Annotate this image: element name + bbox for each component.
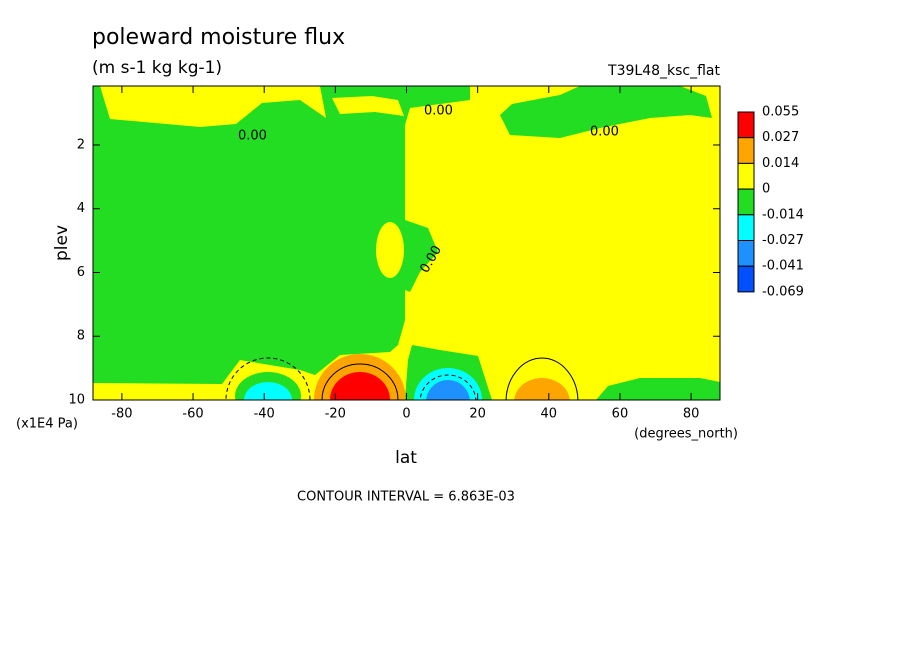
y-tick-label: 4 (77, 201, 85, 216)
colorbar-label: -0.027 (762, 233, 804, 248)
colorbar-box (737, 240, 755, 267)
region (330, 372, 390, 400)
y-tick-label: 10 (68, 393, 85, 408)
colorbar-box (737, 214, 755, 242)
colorbar-box (737, 188, 755, 216)
x-tick-label: -20 (325, 407, 346, 422)
region (596, 378, 720, 400)
y-tick-label: 2 (77, 137, 85, 152)
x-tick-label: -40 (254, 407, 275, 422)
colorbar-label: 0.014 (762, 156, 799, 171)
colorbar-label: -0.014 (762, 207, 804, 222)
colorbar-label: -0.041 (762, 259, 804, 274)
x-axis-label: lat (395, 448, 417, 468)
region (500, 86, 712, 138)
colorbar-box (737, 137, 755, 164)
contour-label: 0.00 (424, 104, 453, 119)
y-tick-label: 6 (77, 265, 85, 280)
x-tick-label: -80 (111, 407, 132, 422)
x-tick-label: 80 (683, 407, 700, 422)
colorbar-box (737, 162, 755, 190)
x-tick-label: 60 (612, 407, 629, 422)
run-label: T39L48_ksc_flat (607, 63, 720, 79)
x-tick-label: -60 (182, 407, 203, 422)
y-axis-label: plev (52, 225, 72, 261)
region (244, 382, 292, 400)
contour-line (505, 357, 579, 400)
region (100, 86, 326, 127)
x-units: (degrees_north) (634, 427, 738, 442)
colorbar-box (737, 265, 755, 293)
y-units: (x1E4 Pa) (16, 417, 78, 432)
contour-line (225, 357, 311, 400)
region (376, 222, 404, 278)
chart-subtitle: (m s-1 kg kg-1) (92, 58, 222, 78)
region (514, 378, 570, 400)
contour-line (419, 374, 477, 400)
region (93, 86, 470, 384)
region (426, 380, 470, 400)
colorbar-label: 0 (762, 182, 770, 197)
region (405, 220, 438, 292)
chart-title: poleward moisture flux (92, 25, 345, 50)
colorbar-label: -0.069 (762, 284, 804, 299)
contour-label: 0.00 (590, 125, 619, 140)
x-tick-label: 40 (541, 407, 558, 422)
contour-line (321, 363, 399, 400)
contour-field (93, 86, 720, 400)
colorbar-label: 0.027 (762, 130, 799, 145)
colorbar-label: 0.055 (762, 105, 799, 120)
y-tick-label: 8 (77, 329, 85, 344)
x-tick-label: 0 (402, 407, 410, 422)
region (332, 96, 404, 116)
contour-label: 0.00 (238, 129, 267, 144)
footer: CONTOUR INTERVAL = 6.863E-03 (297, 490, 515, 505)
colorbar-box (737, 111, 755, 139)
x-tick-label: 20 (469, 407, 486, 422)
